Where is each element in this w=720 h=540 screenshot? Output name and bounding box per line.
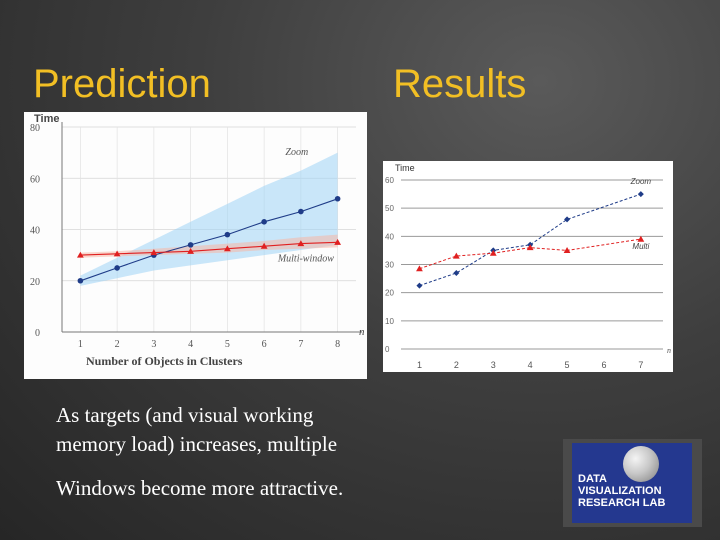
x-tick-label: 5 xyxy=(225,339,230,350)
globe-icon xyxy=(623,446,659,482)
prediction-chart-panel: 0 20 40 60 80 1 2 3 4 5 6 7 8 Time Number of Objects i… xyxy=(24,112,367,379)
data-point-0 xyxy=(564,216,571,223)
data-point-0 xyxy=(187,242,194,248)
x-tick-label: 7 xyxy=(638,360,643,370)
slide-title-left: Prediction xyxy=(33,62,211,106)
y-tick-label: 0 xyxy=(385,345,390,354)
x-tick-label: 2 xyxy=(454,360,459,370)
y-tick-label: 20 xyxy=(30,277,40,288)
data-point-1 xyxy=(489,249,497,256)
y-tick-label: 30 xyxy=(385,261,394,270)
y-axis-label: Time xyxy=(34,113,59,125)
data-point-0 xyxy=(453,269,460,276)
data-point-1 xyxy=(113,250,121,257)
data-point-1 xyxy=(563,247,571,253)
x-tick-label: 7 xyxy=(298,339,303,350)
x-axis-end-label: n xyxy=(667,346,671,355)
body-text-line-3: Windows become more attractive. xyxy=(56,476,344,500)
prediction-chart: 0 20 40 60 80 1 2 3 4 5 6 7 8 Time Number of Objects i… xyxy=(30,113,365,368)
series-label-multi: Multi-window xyxy=(277,254,334,265)
y-tick-label: 0 xyxy=(35,328,40,339)
y-tick-label: 60 xyxy=(385,176,394,185)
lab-logo: DATA VISUALIZATION RESEARCH LAB xyxy=(563,439,702,527)
x-axis-label: Number of Objects in Clusters xyxy=(86,354,243,368)
series-line-1 xyxy=(419,238,641,270)
data-point-1 xyxy=(76,251,84,258)
lab-logo-badge: DATA VISUALIZATION RESEARCH LAB xyxy=(572,443,692,523)
x-tick-label: 4 xyxy=(188,339,193,350)
y-tick-label: 40 xyxy=(30,226,40,237)
x-tick-label: 5 xyxy=(565,360,570,370)
data-point-0 xyxy=(261,219,267,225)
series-label-zoom: Zoom xyxy=(630,177,652,186)
x-tick-label: 3 xyxy=(151,339,156,350)
series-line-1 xyxy=(80,241,338,256)
y-tick-label: 80 xyxy=(30,123,40,134)
data-point-0 xyxy=(77,277,84,284)
x-tick-label: 1 xyxy=(417,360,422,370)
slide-title-right: Results xyxy=(393,62,527,106)
logo-text-line-2: VISUALIZATION xyxy=(578,485,662,497)
series-label-zoom: Zoom xyxy=(285,147,308,158)
x-tick-label: 1 xyxy=(78,339,83,350)
y-tick-label: 20 xyxy=(385,289,394,298)
data-point-1 xyxy=(334,238,342,245)
data-point-0 xyxy=(416,282,423,289)
y-tick-label: 50 xyxy=(385,204,394,213)
data-point-1 xyxy=(187,247,195,254)
data-point-1 xyxy=(297,240,305,247)
body-text-line-1: As targets (and visual working xyxy=(56,403,314,427)
x-tick-label: 3 xyxy=(491,360,496,370)
y-tick-label: 10 xyxy=(385,317,394,326)
results-chart-panel: 0 10 20 30 40 50 60 1 2 3 4 5 6 7 Time n Zoom Multi xyxy=(383,161,673,372)
results-chart: 0 10 20 30 40 50 60 1 2 3 4 5 6 7 Time n Zoom Multi xyxy=(385,163,671,370)
data-point-1 xyxy=(452,252,460,259)
data-point-0 xyxy=(114,265,120,271)
data-point-0 xyxy=(298,208,304,215)
confidence-band-1 xyxy=(80,234,338,258)
x-tick-label: 4 xyxy=(528,360,533,370)
data-point-1 xyxy=(416,265,423,272)
x-axis-end-label: n xyxy=(359,326,365,338)
data-point-1 xyxy=(260,242,268,249)
x-tick-label: 6 xyxy=(601,360,606,370)
data-point-1 xyxy=(526,244,534,251)
series-label-multi: Multi xyxy=(632,242,649,251)
data-point-0 xyxy=(637,191,644,198)
data-point-1 xyxy=(150,249,158,256)
body-text-line-2: memory load) increases, multiple xyxy=(56,432,338,456)
y-tick-label: 60 xyxy=(30,174,40,185)
series-line-0 xyxy=(419,193,642,287)
data-point-0 xyxy=(334,195,341,202)
logo-text-line-1: DATA xyxy=(578,473,607,485)
data-point-1 xyxy=(223,245,231,252)
y-axis-label: Time xyxy=(395,163,415,173)
logo-text-line-3: RESEARCH LAB xyxy=(578,497,666,509)
x-tick-label: 8 xyxy=(335,339,340,350)
data-point-0 xyxy=(224,231,231,238)
x-tick-label: 2 xyxy=(115,339,120,350)
x-tick-label: 6 xyxy=(262,339,267,350)
y-tick-label: 40 xyxy=(385,232,394,241)
data-point-1 xyxy=(637,235,645,242)
series-line-0 xyxy=(80,198,338,282)
